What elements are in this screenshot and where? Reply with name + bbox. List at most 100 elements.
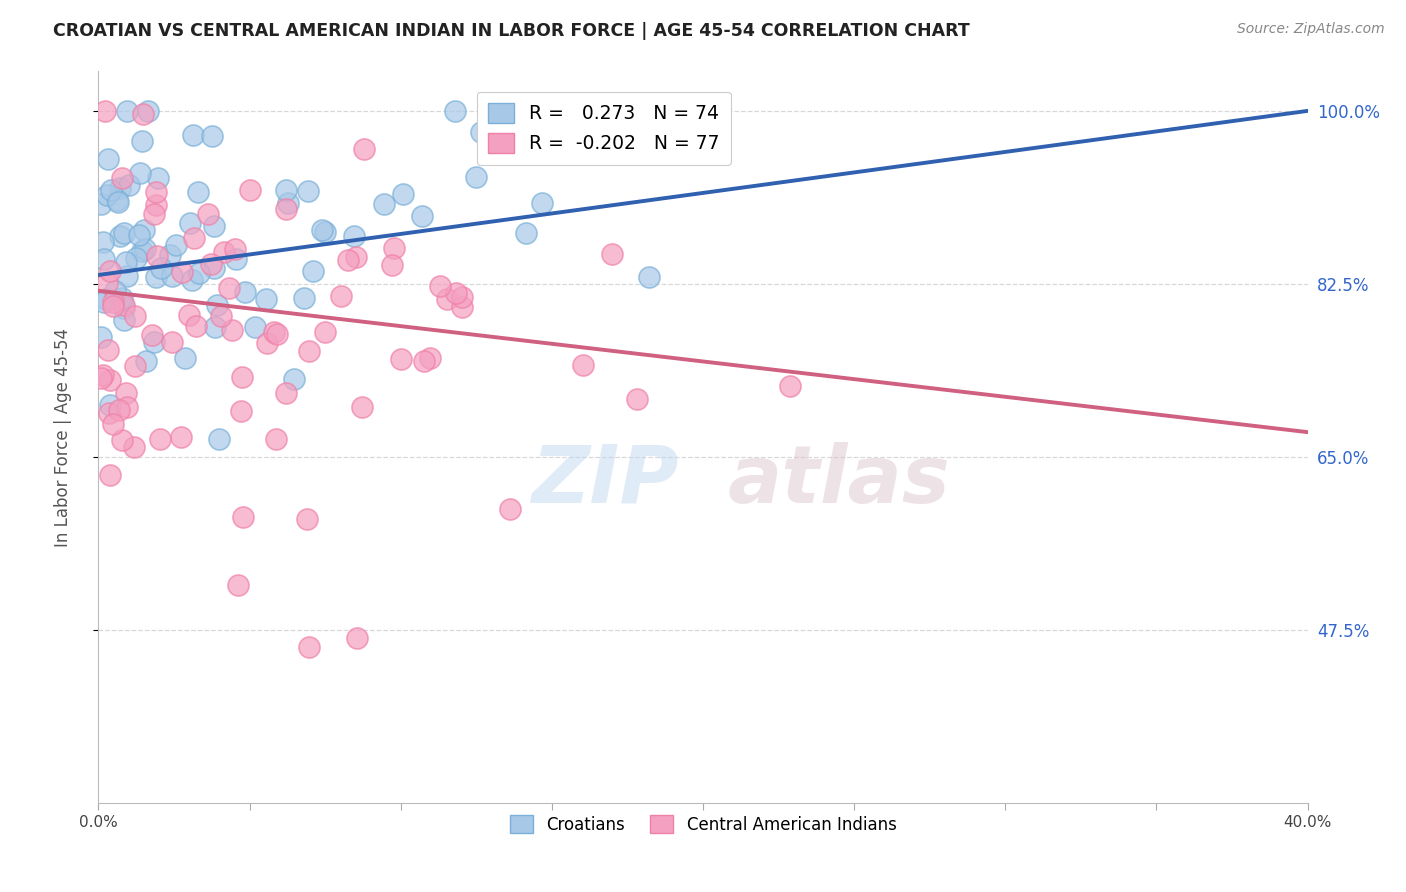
Point: [392, 187, 415, 202]
Point: [212, 244, 235, 259]
Point: [314, 325, 336, 339]
Point: [172, 265, 194, 279]
Y-axis label: In Labor Force | Age 45-54: In Labor Force | Age 45-54: [53, 327, 72, 547]
Point: [207, 432, 229, 446]
Point: [187, 185, 209, 199]
Point: [111, 170, 134, 185]
Point: [381, 258, 404, 272]
Point: [779, 379, 801, 393]
Point: [330, 289, 353, 303]
Point: [115, 400, 138, 414]
Point: [177, 308, 200, 322]
Point: [128, 228, 150, 243]
Point: [443, 103, 465, 118]
Point: [114, 385, 136, 400]
Point: [205, 297, 228, 311]
Point: [107, 193, 129, 207]
Point: [98, 373, 121, 387]
Point: [274, 202, 297, 217]
Point: [181, 128, 204, 142]
Point: [98, 468, 121, 483]
Point: [277, 196, 299, 211]
Point: [97, 406, 120, 420]
Point: [94, 292, 117, 306]
Point: [297, 512, 319, 526]
Point: [229, 404, 252, 418]
Point: [101, 417, 124, 431]
Point: [138, 103, 160, 118]
Point: [115, 268, 138, 283]
Point: [143, 334, 166, 349]
Point: [266, 326, 288, 341]
Point: [98, 264, 121, 278]
Point: [571, 358, 593, 372]
Point: [122, 440, 145, 454]
Point: [124, 359, 146, 374]
Point: [124, 309, 146, 323]
Point: [292, 291, 315, 305]
Point: [111, 433, 134, 447]
Point: [115, 254, 138, 268]
Point: [201, 128, 224, 143]
Point: [107, 195, 129, 210]
Point: [298, 343, 321, 358]
Text: Source: ZipAtlas.com: Source: ZipAtlas.com: [1237, 22, 1385, 37]
Point: [96, 188, 118, 202]
Point: [232, 510, 254, 524]
Point: [142, 207, 165, 221]
Point: [412, 353, 434, 368]
Point: [94, 103, 117, 118]
Point: [180, 273, 202, 287]
Point: [202, 260, 225, 275]
Point: [419, 351, 441, 366]
Point: [297, 185, 319, 199]
Point: [231, 370, 253, 384]
Point: [411, 209, 433, 223]
Point: [446, 286, 468, 301]
Point: [93, 252, 115, 266]
Point: [108, 229, 131, 244]
Point: [118, 178, 141, 192]
Point: [112, 298, 135, 312]
Point: [134, 243, 156, 257]
Point: [204, 320, 226, 334]
Point: [451, 290, 474, 304]
Point: [344, 250, 367, 264]
Point: [97, 343, 120, 357]
Point: [101, 294, 124, 309]
Point: [233, 285, 256, 300]
Point: [90, 330, 112, 344]
Point: [160, 269, 183, 284]
Point: [353, 142, 375, 156]
Point: [149, 261, 172, 276]
Point: [141, 327, 163, 342]
Point: [145, 269, 167, 284]
Point: [125, 251, 148, 265]
Point: [276, 183, 298, 197]
Point: [145, 185, 167, 199]
Point: [243, 320, 266, 334]
Point: [336, 253, 359, 268]
Point: [112, 301, 135, 315]
Point: [174, 351, 197, 366]
Point: [436, 293, 458, 307]
Point: [530, 195, 553, 210]
Point: [90, 196, 112, 211]
Point: [451, 300, 474, 314]
Point: [186, 318, 208, 333]
Point: [91, 235, 114, 249]
Point: [111, 291, 134, 305]
Point: [515, 226, 537, 240]
Point: [226, 578, 249, 592]
Point: [179, 216, 201, 230]
Point: [170, 430, 193, 444]
Point: [346, 631, 368, 645]
Point: [96, 277, 118, 291]
Text: atlas: atlas: [727, 442, 950, 520]
Point: [165, 237, 187, 252]
Point: [382, 241, 405, 255]
Point: [101, 299, 124, 313]
Point: [224, 242, 246, 256]
Point: [146, 249, 169, 263]
Point: [90, 370, 112, 384]
